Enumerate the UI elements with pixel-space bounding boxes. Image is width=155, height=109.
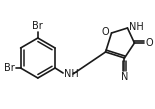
Text: Br: Br <box>32 21 43 31</box>
Text: NH: NH <box>64 69 79 79</box>
Text: O: O <box>145 38 153 48</box>
Text: O: O <box>102 27 110 37</box>
Text: N: N <box>121 72 128 82</box>
Text: Br: Br <box>4 63 15 73</box>
Text: NH: NH <box>129 22 144 32</box>
